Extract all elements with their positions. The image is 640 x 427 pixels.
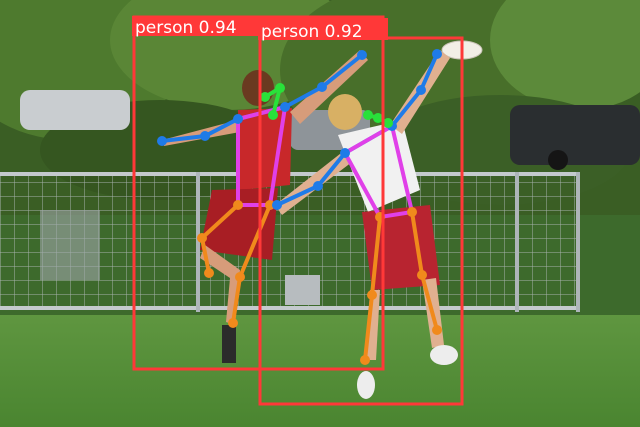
keypoint-dot [373,113,383,123]
keypoint-dot [432,325,442,335]
keypoint-dot [233,114,243,124]
pose-keypoints [157,49,442,365]
keypoint-dot [417,270,427,280]
keypoint-dot [233,200,243,210]
keypoint-dot [432,49,442,59]
keypoint-dot [313,181,323,191]
keypoint-dot [235,272,245,282]
metal-fence [0,172,580,312]
keypoint-dot [197,233,207,243]
keypoint-dot [204,268,214,278]
keypoint-dot [340,148,350,158]
keypoint-dot [260,92,270,102]
keypoint-dot [157,136,167,146]
keypoint-dot [357,50,367,60]
detection-label-2: person 0.92 [261,22,363,42]
keypoint-dot [265,200,275,210]
detection-label-1: person 0.94 [135,18,237,38]
keypoint-dot [407,207,417,217]
keypoint-dot [363,110,373,120]
keypoint-dot [268,110,278,120]
keypoint-dot [275,83,285,93]
keypoint-dot [200,131,210,141]
keypoint-dot [228,318,238,328]
keypoint-dot [360,355,370,365]
keypoint-dot [280,102,290,112]
keypoint-dot [416,85,426,95]
detection-label-bg-1 [132,16,260,36]
keypoint-dot [367,290,377,300]
keypoint-dot [383,118,393,128]
keypoint-dot [272,200,282,210]
keypoint-dot [317,82,327,92]
grass-field [0,315,640,427]
detection-label-bg-2 [258,18,388,40]
detection-box-2: person 0.92 [258,18,464,406]
